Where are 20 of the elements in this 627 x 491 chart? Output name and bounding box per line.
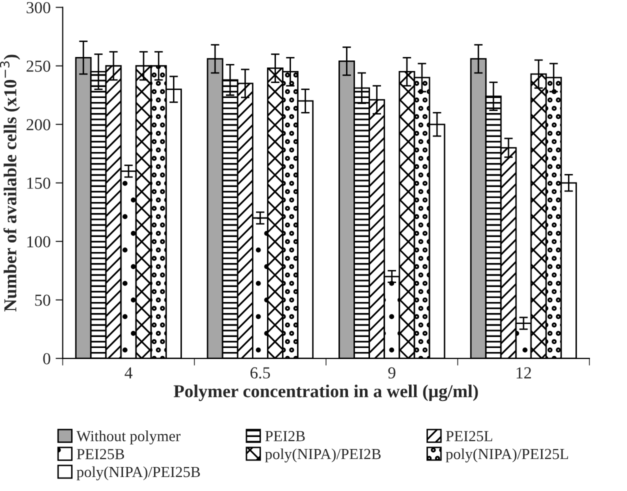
x-tick-label: 12 <box>516 367 531 378</box>
legend-label: PEI25L <box>446 431 492 442</box>
x-axis-title: Polymer concentration in a well (μg/ml) <box>174 384 478 402</box>
x-tick-label: 9 <box>388 367 396 378</box>
x-tick-label: 4 <box>124 367 132 378</box>
legend-label: poly(NIPA)/PEI25L <box>446 448 568 462</box>
x-tick-label: 6.5 <box>250 367 270 379</box>
legend-label: PEI25B <box>76 448 124 460</box>
y-tick-label: 0 <box>43 353 50 364</box>
y-tick-label: 250 <box>26 60 50 72</box>
y-tick-label: 150 <box>27 178 50 189</box>
legend-label: PEI2B <box>265 431 305 442</box>
y-tick-label: 200 <box>26 119 50 130</box>
y-axis-title: Number of available cells (x10$^{−3}$) <box>0 54 20 312</box>
y-tick-label: 50 <box>35 294 50 306</box>
legend-label: poly(NIPA)/PEI2B <box>265 448 381 462</box>
legend-label: Without polymer <box>76 430 180 444</box>
y-tick-label: 100 <box>27 236 50 248</box>
legend-label: poly(NIPA)/PEI25B <box>76 466 200 480</box>
y-tick-label: 300 <box>26 2 50 14</box>
